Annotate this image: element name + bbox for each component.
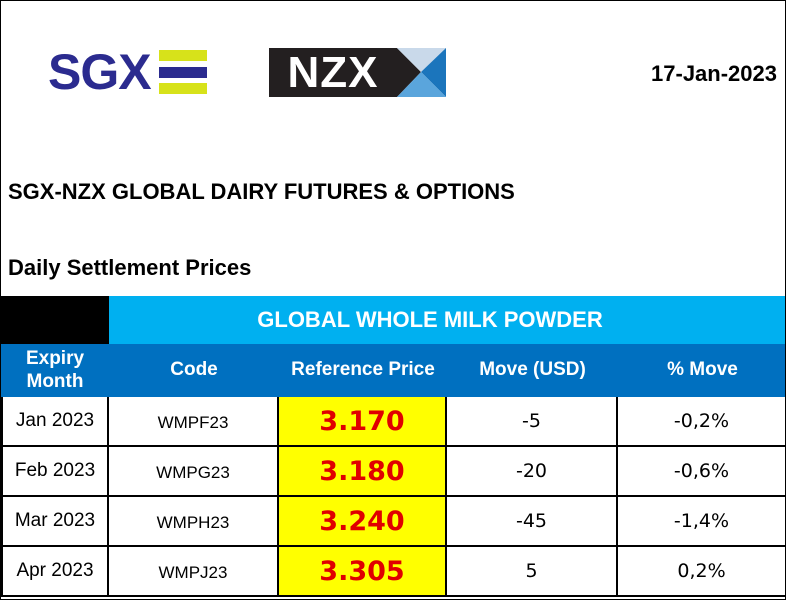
pct-move-cell: -0,2% (618, 397, 785, 445)
corner-cell (1, 296, 109, 344)
product-header-row: GLOBAL WHOLE MILK POWDER (1, 296, 785, 344)
move-cell: -5 (447, 397, 618, 445)
column-header-pct-move: % Move (667, 359, 738, 381)
reference-price-cell: 3.180 (279, 447, 447, 495)
report-date: 17-Jan-2023 (651, 61, 777, 86)
expiry-cell: Jan 2023 (1, 397, 109, 445)
settlement-table: GLOBAL WHOLE MILK POWDER Expiry Month Co… (1, 296, 785, 597)
expiry-cell: Mar 2023 (1, 497, 109, 545)
sgx-logo-text: SGX (48, 44, 152, 100)
code-cell: WMPJ23 (109, 547, 279, 595)
section-title: Daily Settlement Prices (8, 255, 252, 280)
column-header-expiry: Expiry Month (25, 347, 85, 392)
expiry-cell: Feb 2023 (1, 447, 109, 495)
product-name: GLOBAL WHOLE MILK POWDER (109, 296, 785, 344)
column-header-code: Code (170, 359, 218, 381)
page-title: SGX-NZX GLOBAL DAIRY FUTURES & OPTIONS (8, 179, 515, 204)
move-cell: -45 (447, 497, 618, 545)
table-row: Apr 2023 WMPJ23 3.305 5 0,2% (1, 547, 785, 597)
sgx-logo-bars (158, 50, 207, 94)
pct-move-cell: 0,2% (618, 547, 785, 595)
pct-move-cell: -0,6% (618, 447, 785, 495)
column-header-row: Expiry Month Code Reference Price Move (… (1, 344, 785, 397)
reference-price-cell: 3.305 (279, 547, 447, 595)
column-header-move: Move (USD) (479, 359, 586, 381)
code-cell: WMPF23 (109, 397, 279, 445)
table-row: Mar 2023 WMPH23 3.240 -45 -1,4% (1, 497, 785, 547)
nzx-logo: NZX (269, 48, 446, 97)
column-header-reference-price: Reference Price (291, 359, 435, 381)
sgx-logo: SGX (48, 45, 207, 99)
expiry-cell: Apr 2023 (1, 547, 109, 595)
table-row: Feb 2023 WMPG23 3.180 -20 -0,6% (1, 447, 785, 497)
nzx-logo-text: NZX (269, 48, 397, 97)
code-cell: WMPH23 (109, 497, 279, 545)
table-row: Jan 2023 WMPF23 3.170 -5 -0,2% (1, 397, 785, 447)
reference-price-cell: 3.170 (279, 397, 447, 445)
code-cell: WMPG23 (109, 447, 279, 495)
nzx-logo-mark-icon (397, 48, 446, 97)
move-cell: -20 (447, 447, 618, 495)
move-cell: 5 (447, 547, 618, 595)
pct-move-cell: -1,4% (618, 497, 785, 545)
reference-price-cell: 3.240 (279, 497, 447, 545)
